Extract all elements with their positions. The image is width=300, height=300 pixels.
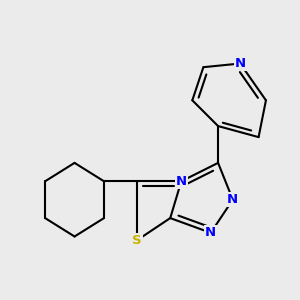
Text: N: N [205,226,216,239]
Text: N: N [176,175,187,188]
Text: S: S [132,234,142,247]
Text: N: N [227,193,239,206]
Text: N: N [235,57,246,70]
